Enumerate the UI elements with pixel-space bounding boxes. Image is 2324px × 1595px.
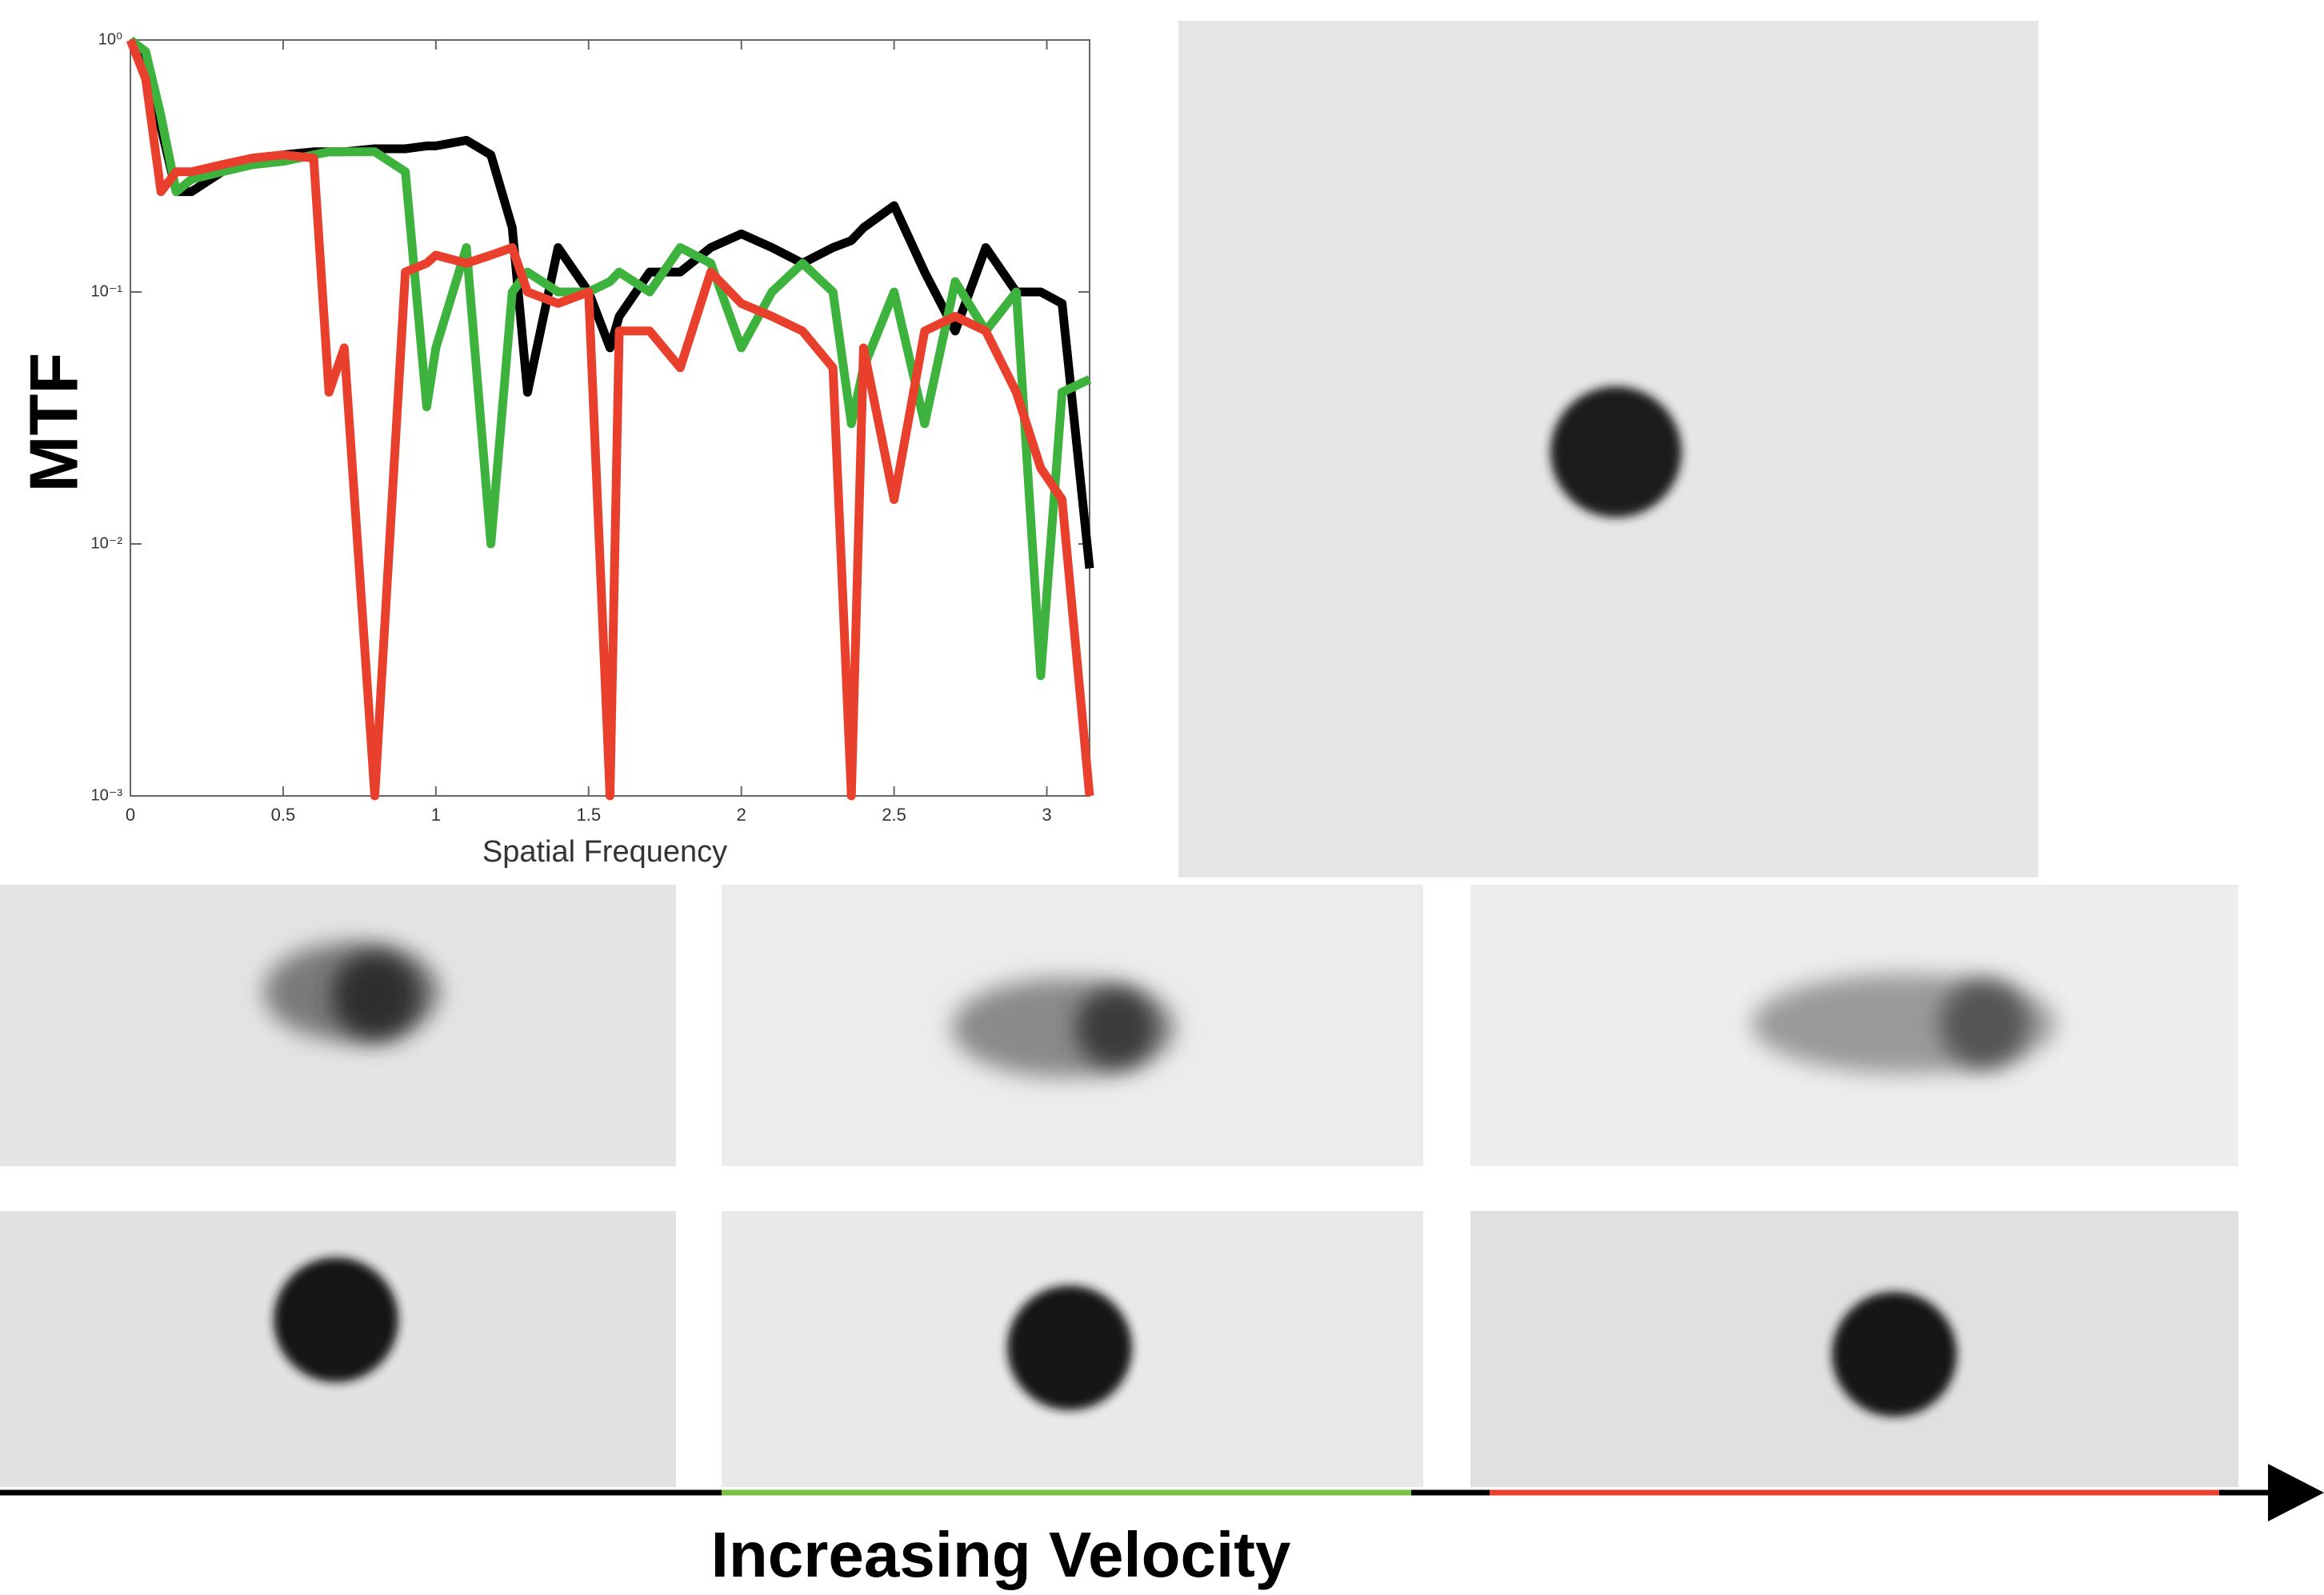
x-tick-label: 0.5 (271, 805, 296, 825)
x-tick-label: 1.5 (576, 805, 601, 825)
x-tick-label: 2 (737, 805, 746, 825)
series-line (126, 38, 1094, 801)
y-axis-label: MTF (16, 353, 92, 493)
x-axis-label: Spatial Frequency (482, 835, 727, 869)
dot (1832, 1292, 1957, 1417)
y-tick-label: 10⁰ (98, 30, 122, 48)
blur-dot (332, 952, 420, 1040)
x-tick-label: 3 (1042, 805, 1051, 825)
caption: Increasing Velocity (711, 1519, 1291, 1590)
x-tick-label: 2.5 (882, 805, 906, 825)
x-tick-label: 1 (431, 805, 441, 825)
dot (1007, 1285, 1132, 1410)
dot (1550, 386, 1682, 518)
y-tick-label: 10⁻² (91, 534, 123, 552)
y-tick-label: 10⁻¹ (91, 282, 123, 300)
arrow-head (2268, 1464, 2324, 1521)
blur-dot (1076, 988, 1156, 1068)
blur-dot (1940, 980, 2028, 1068)
dot (274, 1257, 398, 1382)
x-tick-label: 0 (126, 805, 135, 825)
y-tick-label: 10⁻³ (91, 786, 123, 804)
series-line (127, 36, 1092, 681)
